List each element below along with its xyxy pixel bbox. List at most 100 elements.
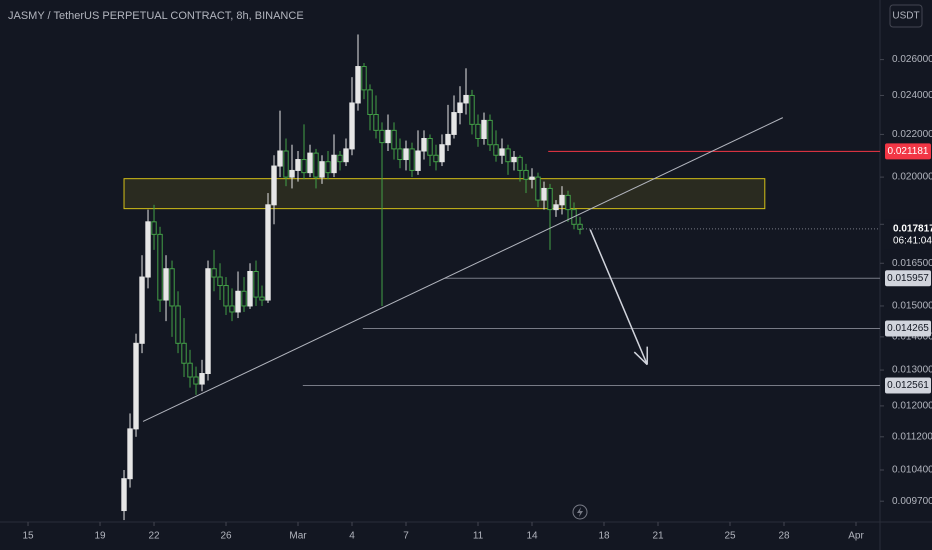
candle-body	[319, 161, 325, 178]
candle-body	[235, 290, 241, 313]
x-tick-label: 7	[403, 531, 409, 542]
x-tick-label: 14	[526, 531, 538, 542]
candle-body	[169, 268, 175, 307]
x-tick-label: 19	[94, 531, 106, 542]
currency-button[interactable]	[889, 4, 923, 28]
level-label: 0.012561	[887, 380, 929, 391]
candle-body	[391, 129, 397, 150]
candle-body	[259, 296, 265, 301]
y-tick-label: 0.010400	[892, 465, 932, 476]
candle-body	[355, 66, 361, 104]
support-zone	[123, 178, 766, 210]
y-tick-label: 0.012000	[892, 401, 932, 412]
candle-body	[565, 194, 571, 211]
candle-body	[451, 112, 457, 135]
x-tick-label: 15	[22, 531, 34, 542]
x-tick-label: 26	[220, 531, 232, 542]
candle-body	[223, 285, 229, 307]
level-label-bg	[885, 270, 931, 287]
candle-body	[559, 194, 565, 206]
candle-body	[403, 148, 409, 161]
candle-body	[427, 138, 433, 156]
replay-icon[interactable]	[572, 504, 588, 520]
countdown: 06:41:04	[893, 236, 932, 247]
candle-body	[475, 123, 481, 140]
candle-body	[181, 342, 187, 364]
candle-body	[409, 148, 415, 171]
x-tick-label: 21	[652, 531, 664, 542]
candle-body	[211, 268, 217, 278]
candle-body	[511, 156, 517, 163]
y-tick-label: 0.020000	[892, 172, 932, 183]
candle-body	[337, 154, 343, 163]
candle-body	[139, 276, 145, 344]
candle-body	[121, 478, 127, 512]
x-tick-label: 4	[349, 531, 355, 542]
chart-title: JASMY / TetherUS PERPETUAL CONTRACT, 8h,…	[8, 10, 304, 22]
x-tick-label: Mar	[289, 531, 307, 542]
candle-body	[127, 428, 133, 480]
y-tick-label: 0.022000	[892, 129, 932, 140]
plot-area	[121, 34, 880, 521]
candle-body	[205, 268, 211, 375]
candle-body	[481, 119, 487, 140]
currency[interactable]: USDT	[892, 11, 919, 22]
level-label: 0.021181	[888, 146, 929, 157]
candle-body	[469, 94, 475, 125]
candle-body	[253, 270, 259, 298]
y-tick-label: 0.014000	[892, 332, 932, 343]
level-label-bg	[885, 143, 931, 160]
candle-body	[271, 165, 277, 206]
candle-body	[331, 154, 337, 174]
candle-body	[445, 133, 451, 146]
candle-body	[283, 150, 289, 178]
candle-body	[241, 290, 247, 307]
y-tick-label: 0.016500	[892, 258, 932, 269]
candle-body	[247, 270, 253, 307]
candle-body	[277, 150, 283, 167]
candle-body	[517, 156, 523, 171]
candle-body	[265, 204, 271, 301]
y-tick-label: 0.009700	[892, 496, 932, 507]
candle-body	[457, 102, 463, 114]
candle-body	[193, 376, 199, 385]
candle-body	[535, 176, 541, 201]
candle-body	[373, 114, 379, 131]
candle-body	[529, 176, 535, 180]
y-tick-label: 0.011200	[892, 431, 932, 442]
candle-body	[523, 169, 529, 180]
y-tick-label: 0.026000	[892, 54, 932, 65]
candle-body	[463, 94, 469, 104]
candle-body	[541, 187, 547, 201]
x-tick-label: 28	[778, 531, 790, 542]
x-tick-label: 18	[598, 531, 610, 542]
y-tick-label: 0.013000	[892, 365, 932, 376]
candle-body	[499, 148, 505, 156]
candle-body	[217, 276, 223, 287]
candle-body	[433, 154, 439, 163]
candle-body	[385, 129, 391, 144]
candle-body	[553, 204, 559, 211]
candle-body	[199, 373, 205, 385]
candle-body	[295, 159, 301, 171]
candle-body	[325, 161, 331, 174]
candle-body	[349, 102, 355, 150]
last-price-bg	[884, 219, 932, 250]
candle-body	[487, 119, 493, 146]
candle-body	[367, 89, 373, 116]
x-tick-label: 22	[148, 531, 160, 542]
candle-body	[157, 233, 163, 301]
candle-body	[163, 268, 169, 301]
candle-body	[307, 152, 313, 174]
candle-body	[301, 159, 307, 174]
candle-body	[439, 144, 445, 163]
candle-body	[343, 148, 349, 163]
x-tick-label: Apr	[848, 531, 864, 542]
y-tick-label: 0.015000	[892, 301, 932, 312]
candle-body	[547, 187, 553, 211]
replay-icon-glyph	[577, 507, 583, 517]
level-label: 0.015957	[887, 273, 929, 284]
candle-body	[505, 148, 511, 163]
candle-body	[421, 138, 427, 152]
